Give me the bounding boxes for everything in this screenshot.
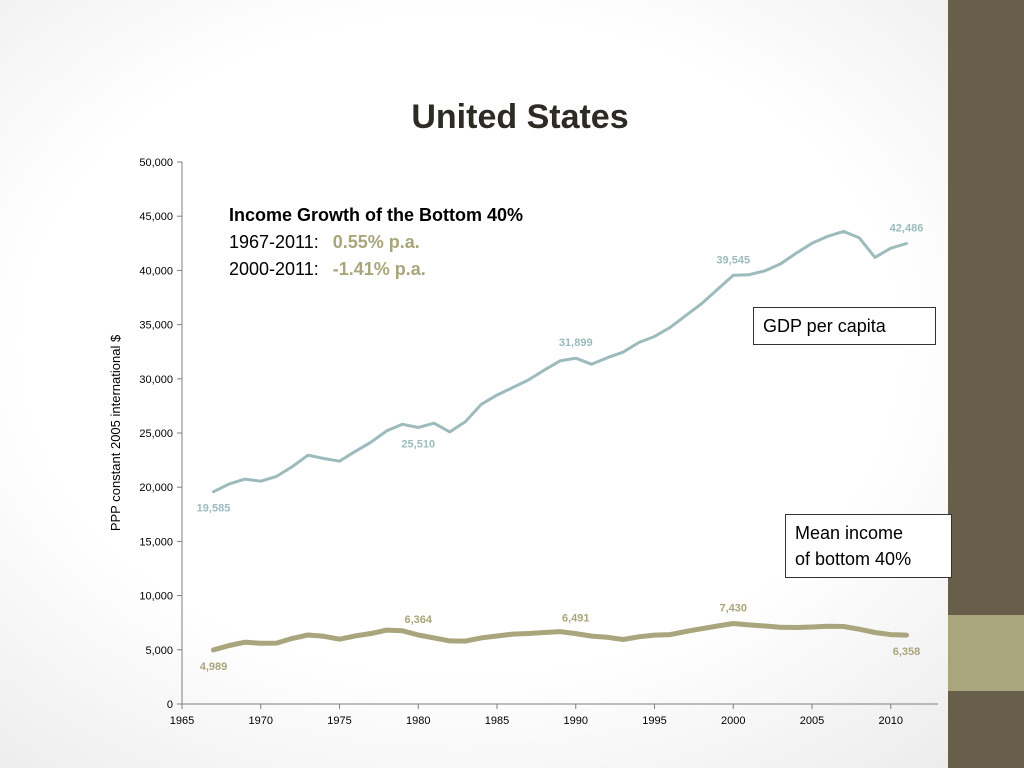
x-tick-label: 1975 — [327, 715, 351, 727]
gdp-data-label: 39,545 — [716, 254, 750, 266]
mean-data-label: 4,989 — [200, 661, 228, 673]
mean-income-label-line2: of bottom 40% — [795, 549, 912, 569]
mean-income-label-line1: Mean income — [795, 523, 904, 543]
x-tick-label: 2010 — [879, 715, 903, 727]
growth-annotation: Income Growth of the Bottom 40% 1967-201… — [229, 202, 523, 283]
x-tick-label: 1990 — [564, 715, 588, 727]
mean-series-line — [211, 621, 909, 653]
x-tick-label: 2000 — [721, 715, 745, 727]
y-tick-label: 30,000 — [139, 374, 173, 386]
gdp-data-label: 19,585 — [197, 503, 231, 515]
x-tick-label: 1980 — [406, 715, 430, 727]
y-tick-label: 5,000 — [145, 645, 173, 657]
mean-data-label: 6,364 — [404, 614, 432, 626]
x-tick-label: 1970 — [249, 715, 273, 727]
mean-data-label: 7,430 — [719, 602, 747, 614]
y-tick-label: 45,000 — [139, 211, 173, 223]
annotation-period: 1967-2011: — [229, 232, 319, 252]
x-tick-label: 1985 — [485, 715, 509, 727]
y-tick-label: 35,000 — [139, 320, 173, 332]
sidebar-decoration-light — [948, 615, 1024, 691]
y-tick-label: 0 — [167, 699, 173, 711]
gdp-label-box: GDP per capita — [753, 307, 936, 345]
gdp-data-label: 31,899 — [559, 337, 593, 349]
y-tick-label: 15,000 — [139, 536, 173, 548]
annotation-row-1967: 1967-2011: 0.55% p.a. — [229, 229, 523, 256]
y-tick-label: 50,000 — [139, 157, 173, 169]
mean-data-label: 6,358 — [893, 646, 921, 658]
annotation-rate: 0.55% p.a. — [332, 232, 420, 252]
chart-title: United States — [411, 98, 629, 136]
y-tick-label: 20,000 — [139, 482, 173, 494]
x-tick-label: 1965 — [170, 715, 194, 727]
y-tick-label: 10,000 — [139, 591, 173, 603]
gdp-data-label: 42,486 — [890, 222, 924, 234]
mean-income-label-box: Mean income of bottom 40% — [785, 514, 952, 578]
x-tick-label: 2005 — [800, 715, 824, 727]
gdp-data-label: 25,510 — [401, 438, 435, 450]
annotation-row-2000: 2000-2011: -1.41% p.a. — [229, 256, 523, 283]
y-tick-label: 40,000 — [139, 265, 173, 277]
mean-data-label: 6,491 — [562, 613, 590, 625]
gdp-series-line — [212, 229, 908, 494]
y-tick-label: 25,000 — [139, 428, 173, 440]
x-tick-label: 1995 — [642, 715, 666, 727]
y-axis-label: PPP constant 2005 international $ — [108, 334, 123, 531]
annotation-heading: Income Growth of the Bottom 40% — [229, 205, 524, 225]
annotation-period: 2000-2011: — [229, 259, 319, 279]
annotation-rate: -1.41% p.a. — [332, 259, 426, 279]
